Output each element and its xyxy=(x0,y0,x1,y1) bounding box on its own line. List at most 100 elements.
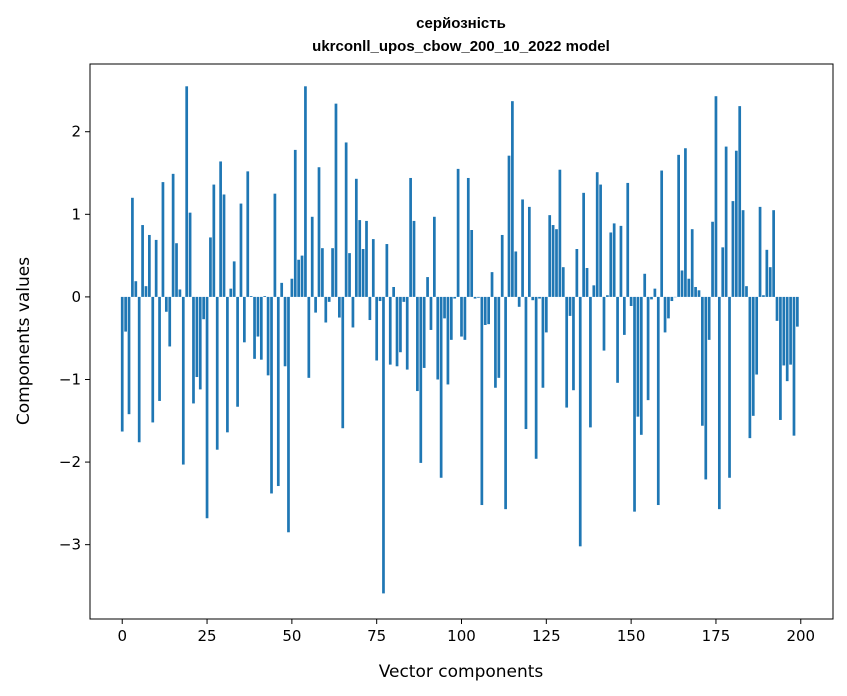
bar-91 xyxy=(429,296,433,330)
bar-2 xyxy=(127,296,131,415)
bar-131 xyxy=(565,296,569,408)
bar-108 xyxy=(487,296,490,325)
x-axis-label: Vector components xyxy=(379,662,544,682)
bar-77 xyxy=(382,296,385,594)
x-tick-label: 175 xyxy=(702,627,731,645)
x-axis-ticks: 0 25 50 75 100 125 150 175 200 xyxy=(117,619,815,645)
bar-192 xyxy=(772,210,775,297)
x-tick-label: 125 xyxy=(532,627,561,645)
bar-153 xyxy=(639,296,643,435)
bar-21 xyxy=(192,296,195,404)
x-tick-label: 50 xyxy=(282,627,301,645)
x-tick-label: 0 xyxy=(117,627,127,645)
bar-52 xyxy=(297,259,301,297)
bars-group xyxy=(120,86,799,594)
bar-177 xyxy=(721,247,725,297)
bar-39 xyxy=(253,296,256,359)
bar-119 xyxy=(524,296,528,430)
bar-129 xyxy=(558,169,562,297)
bar-134 xyxy=(575,249,579,297)
bar-36 xyxy=(243,296,246,343)
bar-95 xyxy=(443,296,446,319)
bar-0 xyxy=(120,296,124,432)
bar-107 xyxy=(483,296,487,325)
bar-68 xyxy=(351,296,355,328)
bar-149 xyxy=(626,182,630,297)
bar-94 xyxy=(439,296,443,478)
bar-9 xyxy=(151,296,155,423)
bar-5 xyxy=(137,296,141,443)
bar-109 xyxy=(490,272,494,297)
bar-188 xyxy=(758,206,762,297)
bar-199 xyxy=(796,296,799,327)
bar-190 xyxy=(765,249,769,297)
bar-179 xyxy=(728,296,731,478)
x-tick-label: 25 xyxy=(198,627,217,645)
bar-82 xyxy=(399,296,402,353)
bar-64 xyxy=(338,296,341,318)
bar-102 xyxy=(466,177,470,297)
bar-27 xyxy=(212,184,216,297)
bar-196 xyxy=(785,296,789,382)
bar-104 xyxy=(473,296,477,299)
bar-133 xyxy=(572,296,575,391)
bar-178 xyxy=(724,146,728,297)
bar-176 xyxy=(717,296,721,510)
bar-46 xyxy=(276,296,280,487)
bar-7 xyxy=(144,286,148,297)
bar-17 xyxy=(178,289,182,297)
bar-114 xyxy=(507,155,511,297)
bar-69 xyxy=(354,178,358,297)
bar-29 xyxy=(219,161,222,297)
bar-155 xyxy=(646,296,650,401)
bar-116 xyxy=(514,251,518,297)
x-tick-label: 150 xyxy=(617,627,646,645)
x-tick-label: 75 xyxy=(367,627,386,645)
bar-140 xyxy=(595,172,599,297)
bar-98 xyxy=(453,296,457,299)
bar-20 xyxy=(188,212,192,297)
bar-70 xyxy=(358,220,362,297)
bar-43 xyxy=(266,296,270,376)
bar-141 xyxy=(599,184,602,297)
bar-65 xyxy=(341,296,345,429)
bar-6 xyxy=(141,225,144,297)
bar-159 xyxy=(660,170,664,297)
bar-100 xyxy=(460,296,463,337)
bar-13 xyxy=(164,296,168,312)
bar-99 xyxy=(456,168,460,297)
bar-81 xyxy=(395,296,399,367)
y-tick-label: −2 xyxy=(59,453,81,471)
bar-156 xyxy=(650,296,653,300)
bar-145 xyxy=(612,223,616,297)
bar-19 xyxy=(185,86,189,297)
bar-11 xyxy=(158,296,161,401)
bar-50 xyxy=(290,278,294,297)
bar-170 xyxy=(697,290,701,297)
bar-137 xyxy=(585,267,589,297)
bar-186 xyxy=(751,296,755,416)
bar-57 xyxy=(314,296,317,313)
bar-35 xyxy=(239,203,243,297)
y-tick-label: 1 xyxy=(71,205,81,223)
bar-33 xyxy=(232,261,236,297)
bar-66 xyxy=(344,142,348,297)
bar-96 xyxy=(446,296,450,385)
bar-122 xyxy=(534,296,538,459)
bar-197 xyxy=(789,296,792,365)
bar-83 xyxy=(402,296,406,302)
bar-103 xyxy=(470,230,474,297)
y-axis-label: Components values xyxy=(14,257,34,425)
bar-47 xyxy=(280,282,284,297)
bar-154 xyxy=(643,273,647,297)
bar-76 xyxy=(378,296,382,302)
bar-147 xyxy=(619,225,623,297)
bar-146 xyxy=(616,296,619,383)
bar-25 xyxy=(205,296,209,519)
chart-title-line-1: серйозність xyxy=(416,15,506,32)
bar-123 xyxy=(538,296,541,299)
bar-101 xyxy=(463,296,467,340)
bar-45 xyxy=(273,193,277,297)
bar-56 xyxy=(310,216,314,297)
